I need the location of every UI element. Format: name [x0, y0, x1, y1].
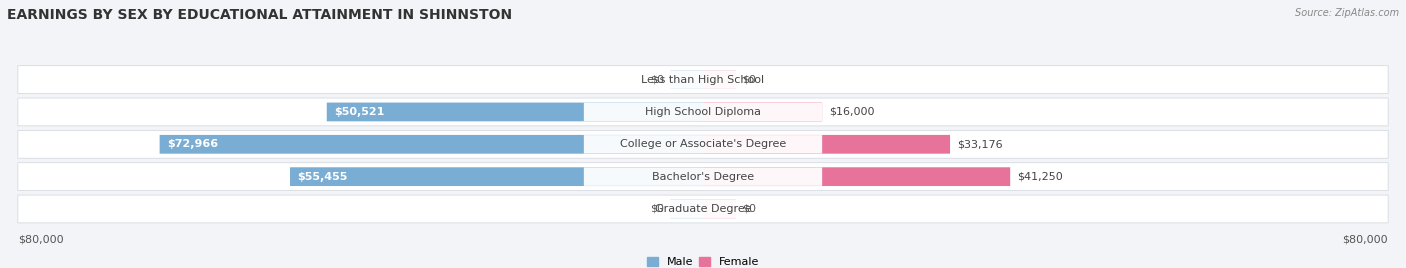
FancyBboxPatch shape: [671, 200, 703, 218]
FancyBboxPatch shape: [583, 70, 823, 89]
Text: $50,521: $50,521: [333, 107, 384, 117]
Text: $0: $0: [651, 75, 664, 85]
FancyBboxPatch shape: [18, 98, 1388, 126]
FancyBboxPatch shape: [583, 103, 823, 121]
FancyBboxPatch shape: [18, 131, 1388, 158]
FancyBboxPatch shape: [18, 66, 1388, 94]
Text: Graduate Degree: Graduate Degree: [655, 204, 751, 214]
FancyBboxPatch shape: [703, 167, 1010, 186]
Text: Less than High School: Less than High School: [641, 75, 765, 85]
FancyBboxPatch shape: [583, 135, 823, 154]
Text: $0: $0: [742, 75, 755, 85]
Text: EARNINGS BY SEX BY EDUCATIONAL ATTAINMENT IN SHINNSTON: EARNINGS BY SEX BY EDUCATIONAL ATTAINMEN…: [7, 8, 512, 22]
FancyBboxPatch shape: [290, 167, 703, 186]
FancyBboxPatch shape: [18, 163, 1388, 191]
Legend: Male, Female: Male, Female: [643, 252, 763, 268]
Text: High School Diploma: High School Diploma: [645, 107, 761, 117]
FancyBboxPatch shape: [703, 135, 950, 154]
Text: $16,000: $16,000: [830, 107, 875, 117]
Text: Source: ZipAtlas.com: Source: ZipAtlas.com: [1295, 8, 1399, 18]
Text: $0: $0: [651, 204, 664, 214]
FancyBboxPatch shape: [583, 168, 823, 186]
Text: $0: $0: [742, 204, 755, 214]
Text: $41,250: $41,250: [1018, 172, 1063, 182]
FancyBboxPatch shape: [583, 200, 823, 218]
FancyBboxPatch shape: [160, 135, 703, 154]
Text: $80,000: $80,000: [18, 234, 63, 244]
FancyBboxPatch shape: [326, 103, 703, 121]
FancyBboxPatch shape: [703, 200, 735, 218]
Text: $55,455: $55,455: [297, 172, 347, 182]
Text: Bachelor's Degree: Bachelor's Degree: [652, 172, 754, 182]
FancyBboxPatch shape: [671, 70, 703, 89]
FancyBboxPatch shape: [703, 70, 735, 89]
FancyBboxPatch shape: [703, 103, 823, 121]
Text: $80,000: $80,000: [1343, 234, 1388, 244]
Text: $33,176: $33,176: [957, 139, 1002, 149]
Text: $72,966: $72,966: [167, 139, 218, 149]
Text: College or Associate's Degree: College or Associate's Degree: [620, 139, 786, 149]
FancyBboxPatch shape: [18, 195, 1388, 223]
